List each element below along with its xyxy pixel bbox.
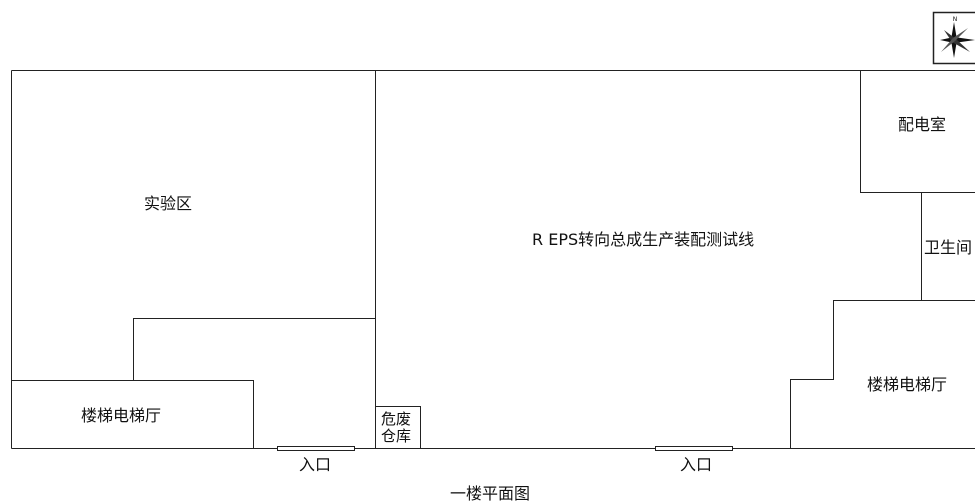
- entrance-right-door: [656, 447, 733, 451]
- plan-title: 一楼平面图: [450, 486, 530, 502]
- entrance-label-right: 入口: [680, 457, 712, 473]
- room-label-stair-hall-right: 楼梯电梯厅: [867, 377, 947, 393]
- room-label-hazwaste-store: 危废 仓库: [381, 411, 423, 445]
- room-label-power-room: 配电室: [898, 117, 946, 133]
- svg-text:N: N: [953, 16, 958, 23]
- hazwaste-label-line1: 危废: [381, 411, 423, 428]
- wall-left-step: [134, 319, 376, 381]
- room-label-eps-line: R EPS转向总成生产装配测试线: [532, 232, 754, 248]
- room-label-restroom: 卫生间: [924, 240, 972, 256]
- compass-rose-icon: N: [934, 13, 975, 64]
- hazwaste-label-line2: 仓库: [381, 428, 423, 445]
- entrance-left-door: [278, 447, 355, 451]
- room-label-stair-hall-left: 楼梯电梯厅: [81, 408, 161, 424]
- room-label-experiment-area: 实验区: [144, 196, 192, 212]
- entrance-label-left: 入口: [299, 457, 331, 473]
